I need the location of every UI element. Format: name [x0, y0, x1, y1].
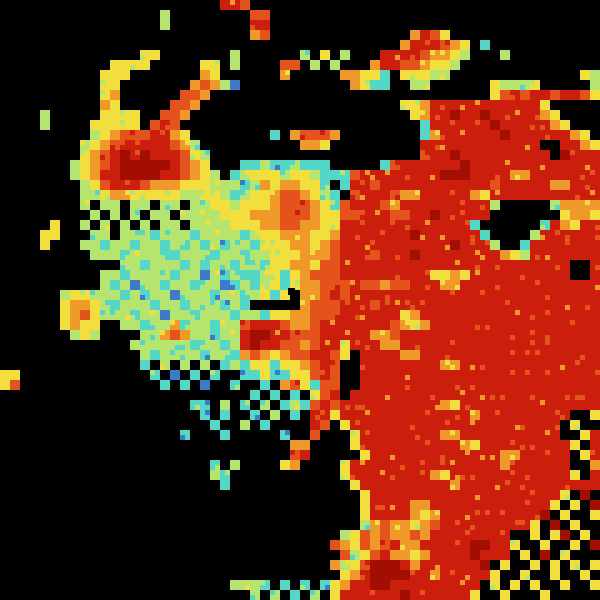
radar-reflectivity-canvas — [0, 0, 600, 600]
radar-display — [0, 0, 600, 600]
